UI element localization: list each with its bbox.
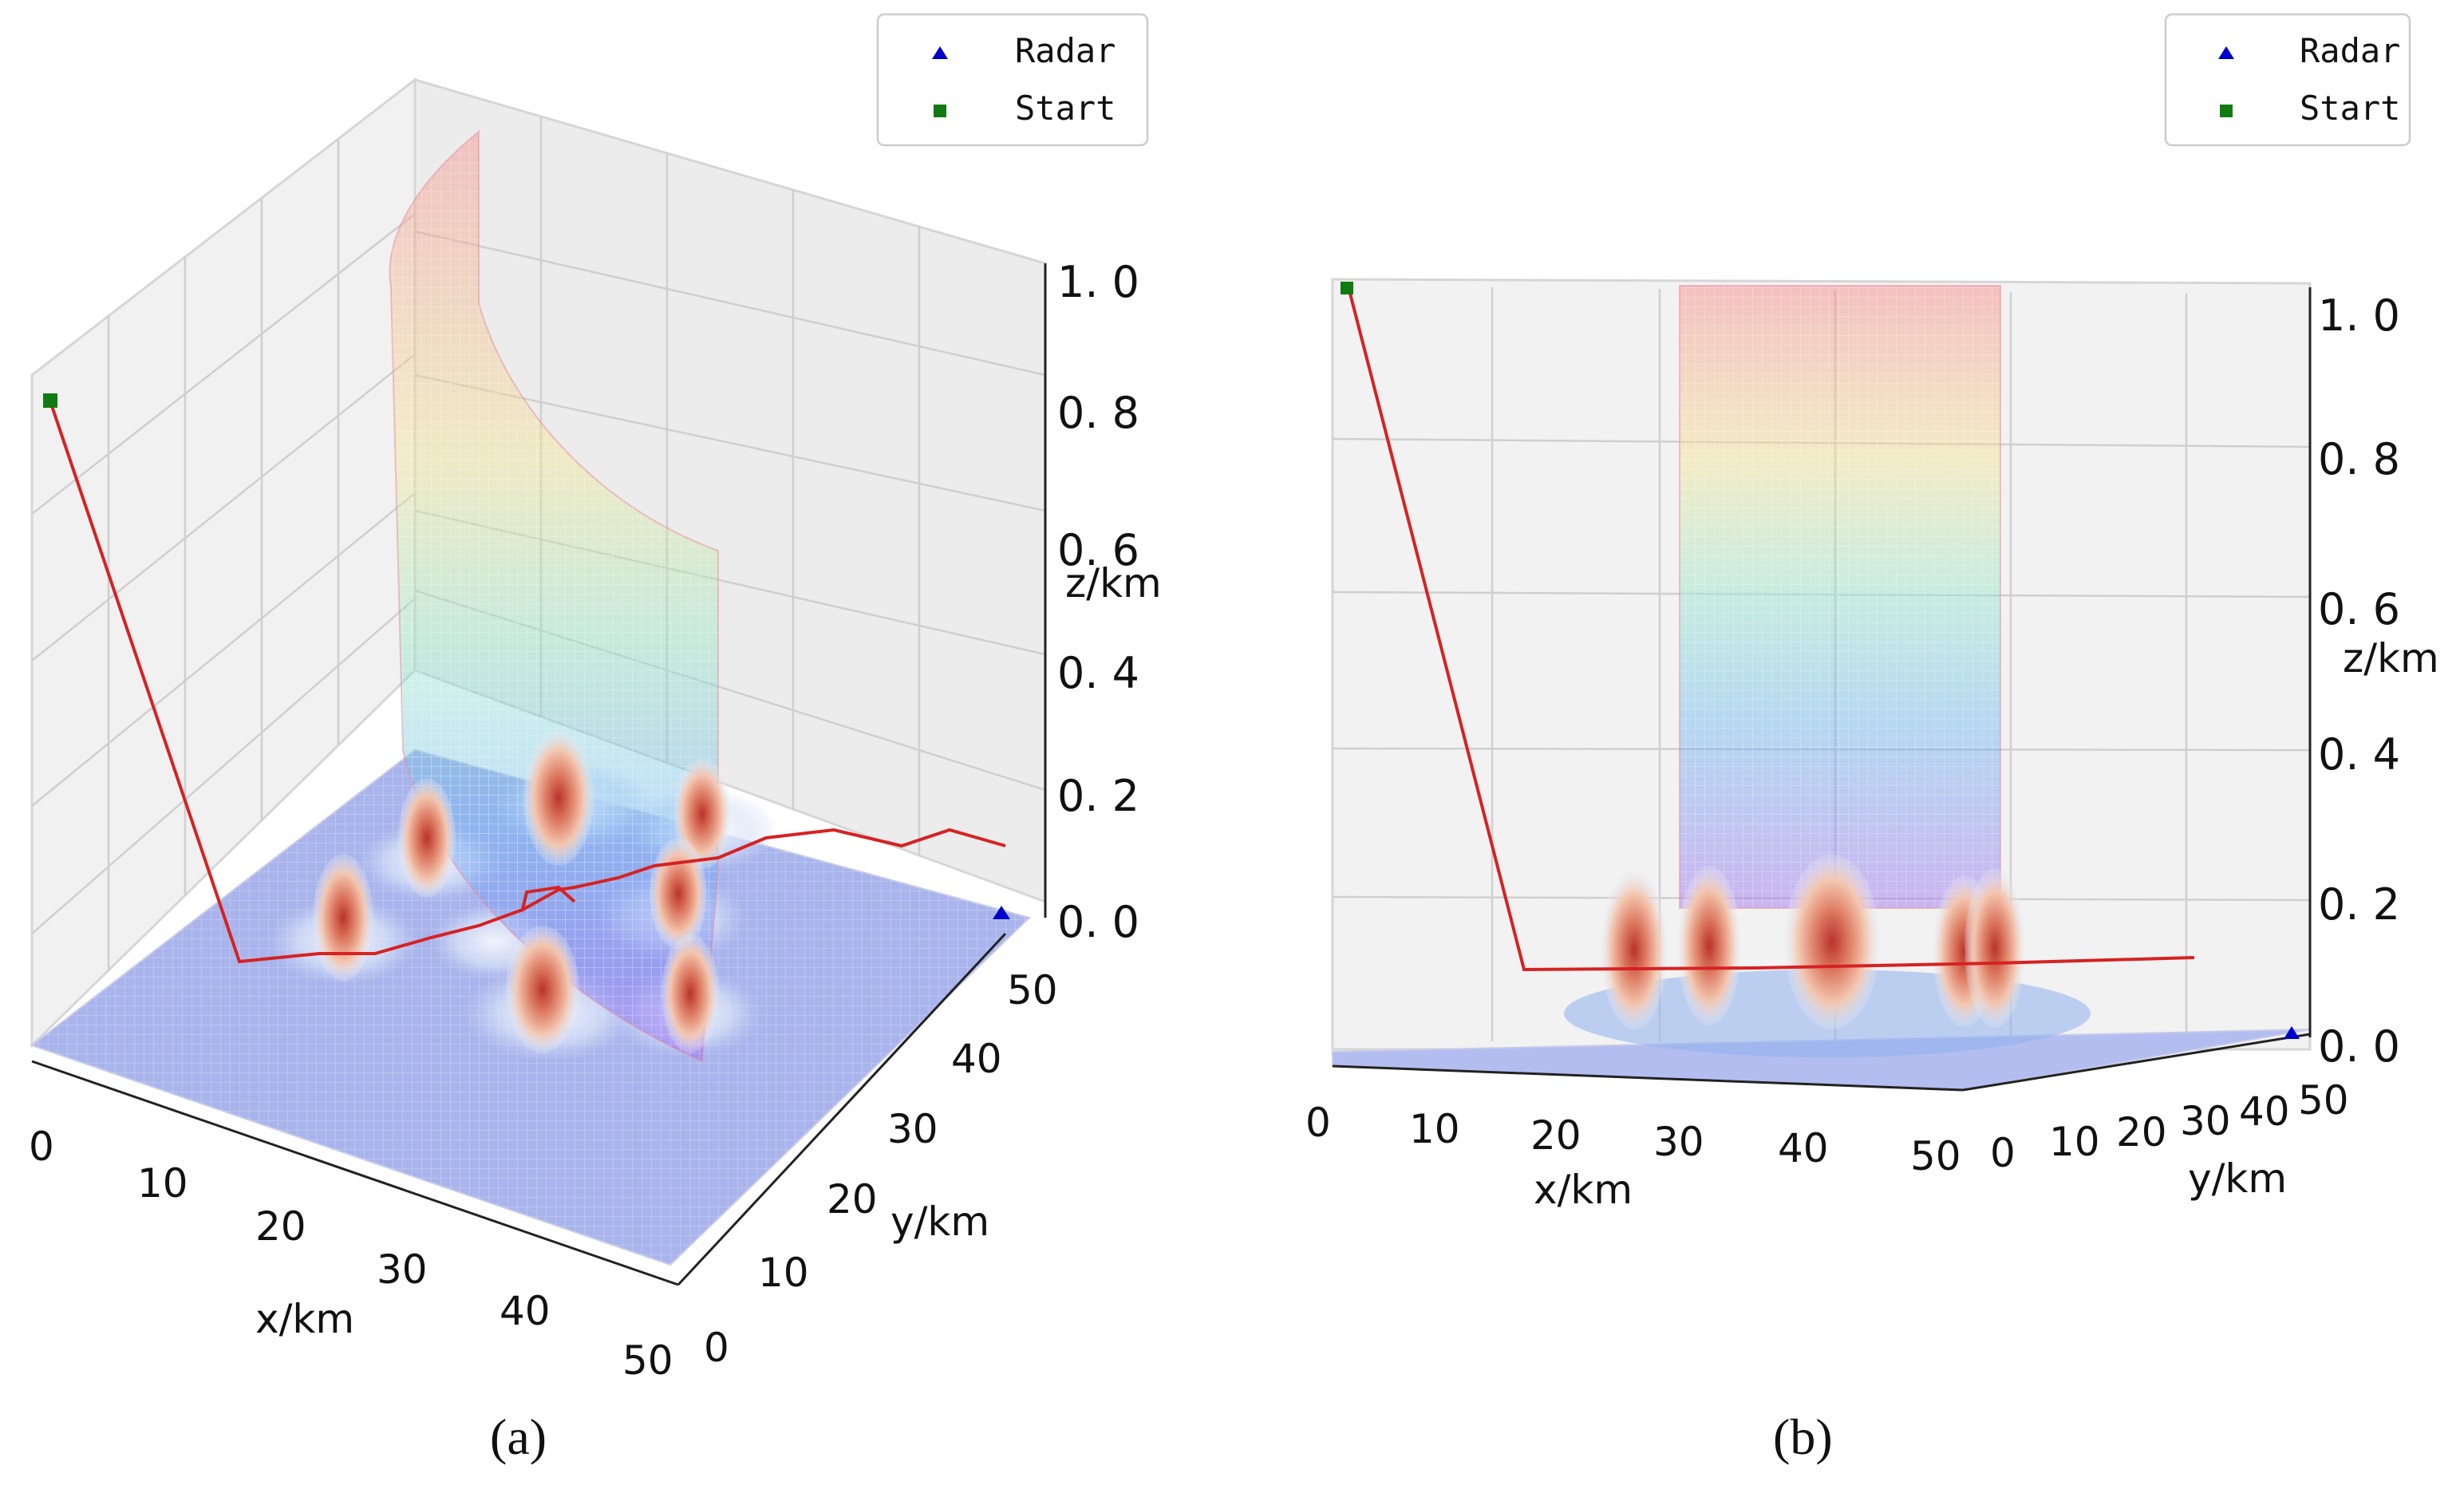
radar-marker-b <box>2284 1026 2300 1039</box>
y-tick-b-4: 40 <box>2239 1088 2290 1135</box>
radar-marker-a <box>993 906 1010 919</box>
y-tick-b-0: 0 <box>1990 1130 2016 1176</box>
y-tick-a-1: 10 <box>758 1250 809 1296</box>
legend-start-label: Start <box>1015 89 1116 128</box>
x-tick-a-1: 10 <box>137 1160 188 1207</box>
y-tick-a-0: 0 <box>704 1325 729 1371</box>
grid-a <box>31 117 1046 970</box>
x-tick-b-1: 10 <box>1409 1106 1460 1152</box>
caption-b: (b) <box>1773 1408 1833 1465</box>
legend-start-icon <box>934 105 946 117</box>
y-tick-b-1: 10 <box>2049 1119 2100 1165</box>
caption-a: (a) <box>490 1408 547 1465</box>
x-tick-b-5: 50 <box>1910 1133 1961 1179</box>
flight-path-b <box>1347 286 2195 972</box>
z-tick-b-2: 0. 4 <box>2318 729 2400 780</box>
x-tick-b-3: 30 <box>1653 1119 1704 1165</box>
z-tick-b-4: 0. 8 <box>2318 434 2400 484</box>
legend-a: Radar Start <box>876 13 1149 147</box>
x-axis-label-a: x/km <box>255 1296 354 1342</box>
y-tick-b-5: 50 <box>2298 1077 2349 1124</box>
y-tick-b-2: 20 <box>2116 1109 2167 1155</box>
x-tick-b-2: 20 <box>1530 1112 1581 1159</box>
x-axis-label-b: x/km <box>1534 1167 1633 1213</box>
axis-lines-b <box>1332 287 2312 1092</box>
legend-radar-label: Radar <box>1015 31 1116 70</box>
z-tick-a-4: 0. 8 <box>1057 388 1139 438</box>
y-tick-b-3: 30 <box>2180 1098 2231 1144</box>
z-tick-a-5: 1. 0 <box>1057 257 1139 307</box>
start-marker-a <box>43 393 57 408</box>
start-marker-b <box>1341 282 1353 294</box>
axis-lines-a <box>31 263 1047 1286</box>
x-tick-a-2: 20 <box>255 1203 306 1250</box>
y-tick-a-5: 50 <box>1007 967 1058 1013</box>
z-tick-b-0: 0. 0 <box>2318 1021 2400 1072</box>
panel-b: 0. 0 0. 2 0. 4 0. 6 0. 8 1. 0 z/km 0 10 … <box>1305 13 2439 1465</box>
z-axis-label-a: z/km <box>1065 560 1162 606</box>
x-tick-b-4: 40 <box>1778 1125 1829 1171</box>
legend-start-icon <box>2220 105 2233 117</box>
z-tick-a-0: 0. 0 <box>1057 897 1139 947</box>
z-tick-a-2: 0. 4 <box>1057 648 1139 698</box>
z-tick-b-5: 1. 0 <box>2318 290 2400 341</box>
x-tick-a-0: 0 <box>29 1124 54 1170</box>
legend-radar-label: Radar <box>2300 31 2400 70</box>
x-tick-b-0: 0 <box>1305 1100 1331 1146</box>
z-tick-b-3: 0. 6 <box>2318 584 2400 634</box>
x-tick-a-5: 50 <box>622 1337 673 1384</box>
z-tick-b-1: 0. 2 <box>2318 879 2400 930</box>
flight-path-a <box>48 398 1006 964</box>
z-axis-label-b: z/km <box>2343 635 2439 681</box>
y-axis-label-a: y/km <box>890 1199 989 1245</box>
x-tick-a-3: 30 <box>377 1246 428 1293</box>
y-tick-a-4: 40 <box>951 1036 1002 1082</box>
y-tick-a-2: 20 <box>827 1176 878 1222</box>
legend-radar-icon <box>932 46 948 59</box>
x-tick-a-4: 40 <box>500 1288 551 1334</box>
z-tick-a-1: 0. 2 <box>1057 771 1139 821</box>
z-tick-a-3: 0. 6 <box>1057 525 1139 575</box>
legend-radar-icon <box>2218 46 2234 59</box>
legend-start-label: Start <box>2300 89 2400 128</box>
y-axis-label-b: y/km <box>2188 1155 2287 1202</box>
legend-b: Radar Start <box>2164 13 2411 147</box>
y-tick-a-3: 30 <box>887 1106 938 1152</box>
panel-a: 0. 0 0. 2 0. 4 0. 6 0. 8 1. 0 z/km 0 10 … <box>29 13 1162 1465</box>
